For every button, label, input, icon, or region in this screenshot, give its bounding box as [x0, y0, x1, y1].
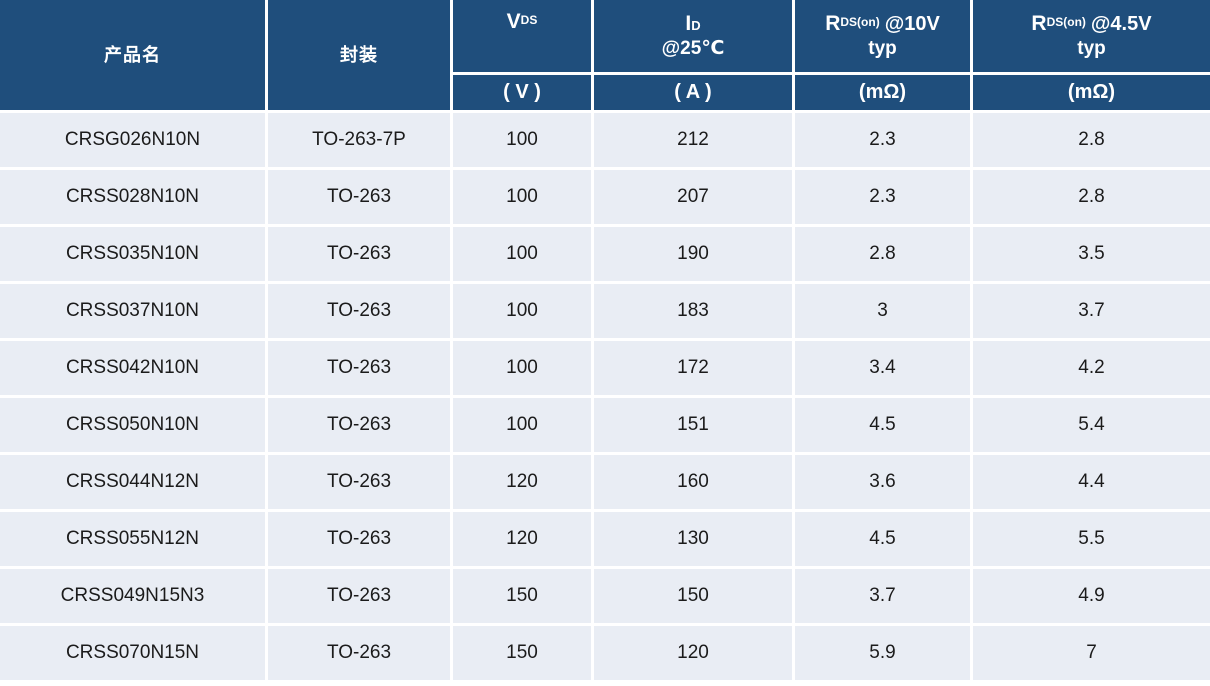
product-name-cell: CRSS050N10N: [0, 398, 265, 452]
id-symbol: ID: [685, 11, 700, 37]
rds45-subscript: DS(on): [1046, 14, 1086, 29]
product-name-cell: CRSG026N10N: [0, 113, 265, 167]
package-cell: TO-263: [268, 227, 450, 281]
rds45-base: R: [1031, 12, 1047, 35]
rds45-value-cell: 5.4: [973, 398, 1210, 452]
vds-value-cell: 150: [453, 626, 591, 680]
package-cell: TO-263: [268, 455, 450, 509]
rds10-symbol: RDS(on) @10V: [825, 11, 940, 37]
rds45-condition: @4.5V: [1090, 13, 1152, 35]
product-name-cell: CRSS044N12N: [0, 455, 265, 509]
package-cell: TO-263: [268, 512, 450, 566]
rds10-value-cell: 4.5: [795, 512, 970, 566]
rds45-value-cell: 3.5: [973, 227, 1210, 281]
rds45-typ-label: typ: [1077, 38, 1106, 60]
vds-value-cell: 120: [453, 455, 591, 509]
header-rds10-unit: (mΩ): [795, 75, 970, 110]
product-name-cell: CRSS042N10N: [0, 341, 265, 395]
header-vds-unit: ( V ): [453, 75, 591, 110]
id-value-cell: 160: [594, 455, 792, 509]
rds10-condition: @10V: [884, 13, 940, 35]
rds10-typ-label: typ: [868, 38, 897, 60]
header-rds45-unit: (mΩ): [973, 75, 1210, 110]
package-cell: TO-263: [268, 170, 450, 224]
header-rds10: RDS(on) @10V typ: [795, 0, 970, 72]
id-value-cell: 151: [594, 398, 792, 452]
vds-value-cell: 120: [453, 512, 591, 566]
header-rds45: RDS(on) @4.5V typ: [973, 0, 1210, 72]
header-package: 封装: [268, 0, 450, 110]
id-condition: @25℃: [661, 38, 725, 60]
id-value-cell: 150: [594, 569, 792, 623]
vds-subscript: DS: [520, 12, 538, 27]
id-value-cell: 120: [594, 626, 792, 680]
vds-value-cell: 100: [453, 113, 591, 167]
id-value-cell: 212: [594, 113, 792, 167]
id-value-cell: 172: [594, 341, 792, 395]
product-name-cell: CRSS028N10N: [0, 170, 265, 224]
rds45-value-cell: 4.2: [973, 341, 1210, 395]
rds45-value-cell: 3.7: [973, 284, 1210, 338]
rds45-value-cell: 7: [973, 626, 1210, 680]
vds-base: V: [506, 10, 521, 33]
vds-value-cell: 100: [453, 284, 591, 338]
vds-value-cell: 150: [453, 569, 591, 623]
rds10-value-cell: 3.4: [795, 341, 970, 395]
rds10-value-cell: 2.8: [795, 227, 970, 281]
vds-symbol: VDS: [507, 9, 538, 35]
product-name-cell: CRSS070N15N: [0, 626, 265, 680]
rds10-value-cell: 5.9: [795, 626, 970, 680]
rds45-value-cell: 4.9: [973, 569, 1210, 623]
vds-value-cell: 100: [453, 227, 591, 281]
product-name-cell: CRSS035N10N: [0, 227, 265, 281]
id-subscript: D: [691, 17, 701, 33]
id-value-cell: 190: [594, 227, 792, 281]
rds10-value-cell: 3.6: [795, 455, 970, 509]
rds10-base: R: [825, 12, 841, 35]
rds10-value-cell: 2.3: [795, 170, 970, 224]
header-product-name: 产品名: [0, 0, 265, 110]
rds45-value-cell: 4.4: [973, 455, 1210, 509]
id-value-cell: 130: [594, 512, 792, 566]
rds45-value-cell: 2.8: [973, 113, 1210, 167]
package-cell: TO-263: [268, 626, 450, 680]
rds10-value-cell: 3: [795, 284, 970, 338]
package-cell: TO-263: [268, 398, 450, 452]
vds-value-cell: 100: [453, 170, 591, 224]
package-cell: TO-263: [268, 341, 450, 395]
package-cell: TO-263: [268, 284, 450, 338]
rds45-symbol: RDS(on) @4.5V: [1031, 11, 1151, 37]
rds10-value-cell: 3.7: [795, 569, 970, 623]
header-id: ID @25℃: [594, 0, 792, 72]
product-name-cell: CRSS037N10N: [0, 284, 265, 338]
product-name-cell: CRSS049N15N3: [0, 569, 265, 623]
header-id-unit: ( A ): [594, 75, 792, 110]
package-cell: TO-263-7P: [268, 113, 450, 167]
package-cell: TO-263: [268, 569, 450, 623]
vds-value-cell: 100: [453, 398, 591, 452]
rds10-value-cell: 4.5: [795, 398, 970, 452]
rds45-value-cell: 2.8: [973, 170, 1210, 224]
rds45-value-cell: 5.5: [973, 512, 1210, 566]
id-value-cell: 207: [594, 170, 792, 224]
id-value-cell: 183: [594, 284, 792, 338]
header-vds: VDS: [453, 0, 591, 72]
vds-value-cell: 100: [453, 341, 591, 395]
id-base: I: [685, 12, 692, 35]
rds10-value-cell: 2.3: [795, 113, 970, 167]
product-name-cell: CRSS055N12N: [0, 512, 265, 566]
rds10-subscript: DS(on): [840, 14, 880, 29]
